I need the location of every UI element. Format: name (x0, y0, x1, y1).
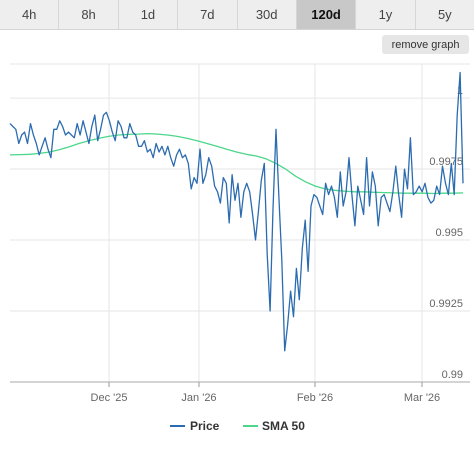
legend-label: Price (190, 419, 220, 433)
tab-1y[interactable]: 1y (356, 0, 416, 29)
y-tick-label: 0.99 (442, 369, 463, 381)
tab-8h[interactable]: 8h (59, 0, 119, 29)
y-tick-label: 0.9925 (429, 298, 463, 310)
tab-1d[interactable]: 1d (119, 0, 179, 29)
sma-50-line (9, 132, 464, 195)
x-tick-label: Dec '25 (91, 392, 128, 404)
price-line (9, 71, 464, 352)
legend-label: SMA 50 (262, 419, 305, 433)
time-range-tabs: 4h 8h 1d 7d 30d 120d 1y 5y (0, 0, 474, 30)
x-tick-label: Jan '26 (181, 392, 216, 404)
y-tick-label: 0.9975 (429, 156, 463, 168)
tab-7d[interactable]: 7d (178, 0, 238, 29)
tab-30d[interactable]: 30d (238, 0, 297, 29)
tab-4h[interactable]: 4h (0, 0, 60, 29)
remove-graph-button[interactable]: remove graph (382, 35, 469, 54)
x-tick-label: Feb '26 (297, 392, 333, 404)
x-tick-label: Mar '26 (404, 392, 440, 404)
tab-120d[interactable]: 120d (296, 0, 357, 29)
tab-5y[interactable]: 5y (437, 7, 452, 22)
y-tick-label: 0.995 (435, 227, 463, 239)
